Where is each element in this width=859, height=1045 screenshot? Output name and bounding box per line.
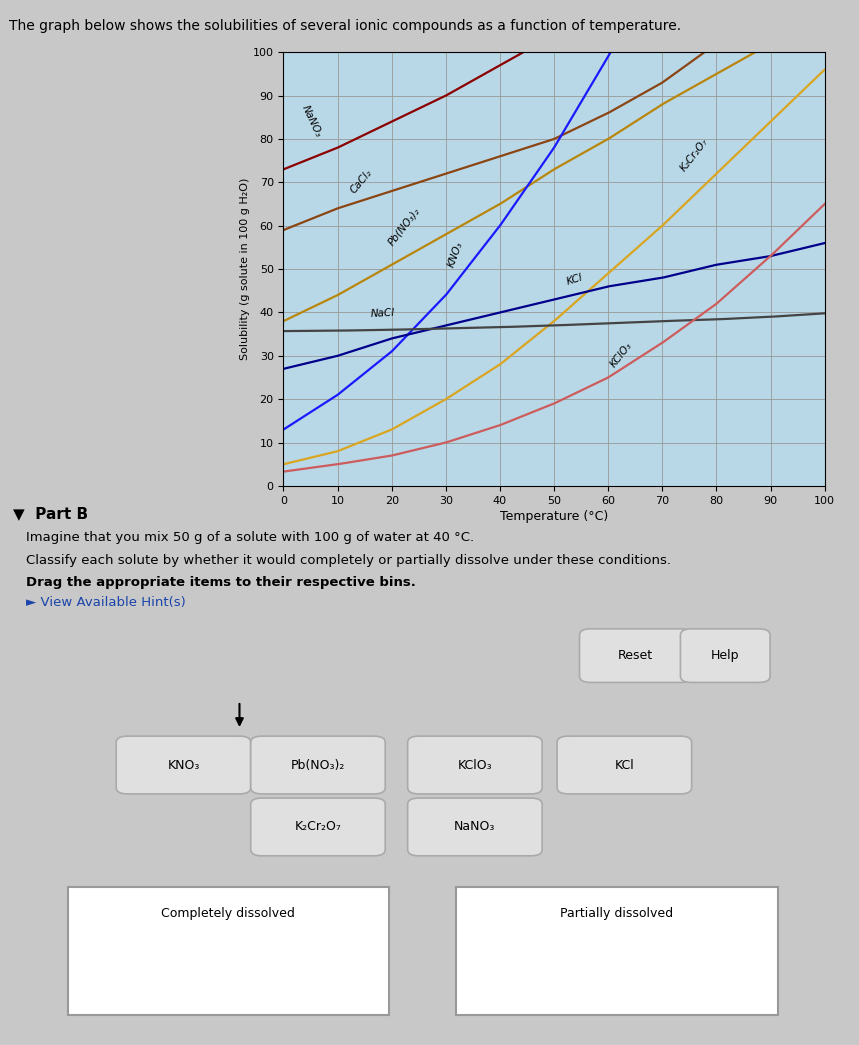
FancyBboxPatch shape — [557, 736, 691, 794]
Y-axis label: Solubility (g solute in 100 g H₂O): Solubility (g solute in 100 g H₂O) — [240, 178, 250, 361]
Text: Help: Help — [711, 649, 740, 663]
Text: Classify each solute by whether it would completely or partially dissolve under : Classify each solute by whether it would… — [26, 554, 671, 566]
Text: Imagine that you mix 50 g of a solute with 100 g of water at 40 °C.: Imagine that you mix 50 g of a solute wi… — [26, 531, 474, 543]
Text: KClO₃: KClO₃ — [608, 340, 634, 369]
Text: Pb(NO₃)₂: Pb(NO₃)₂ — [387, 206, 422, 248]
FancyBboxPatch shape — [251, 736, 385, 794]
Text: Reset: Reset — [618, 649, 653, 663]
Text: NaNO₃: NaNO₃ — [300, 103, 323, 139]
FancyBboxPatch shape — [680, 629, 770, 682]
FancyBboxPatch shape — [408, 798, 542, 856]
Text: K₂Cr₂O₇: K₂Cr₂O₇ — [295, 820, 341, 834]
Text: Completely dissolved: Completely dissolved — [161, 907, 295, 921]
Text: Partially dissolved: Partially dissolved — [560, 907, 673, 921]
Text: ▼  Part B: ▼ Part B — [13, 506, 88, 520]
Text: KCl: KCl — [565, 272, 584, 286]
FancyBboxPatch shape — [251, 798, 385, 856]
Text: KCl: KCl — [614, 759, 634, 771]
Text: Drag the appropriate items to their respective bins.: Drag the appropriate items to their resp… — [26, 576, 416, 588]
Text: KNO₃: KNO₃ — [446, 240, 465, 269]
Text: K₂Cr₂O₇: K₂Cr₂O₇ — [679, 137, 710, 173]
FancyBboxPatch shape — [68, 887, 389, 1015]
Text: CaCl₂: CaCl₂ — [349, 167, 374, 195]
Text: NaNO₃: NaNO₃ — [454, 820, 496, 834]
Text: KNO₃: KNO₃ — [168, 759, 199, 771]
Text: NaCl: NaCl — [370, 307, 395, 319]
FancyBboxPatch shape — [116, 736, 251, 794]
Text: The graph below shows the solubilities of several ionic compounds as a function : The graph below shows the solubilities o… — [9, 19, 680, 32]
X-axis label: Temperature (°C): Temperature (°C) — [500, 510, 608, 522]
FancyBboxPatch shape — [580, 629, 691, 682]
Text: KClO₃: KClO₃ — [458, 759, 492, 771]
Text: ► View Available Hint(s): ► View Available Hint(s) — [26, 596, 186, 608]
FancyBboxPatch shape — [456, 887, 777, 1015]
Text: Pb(NO₃)₂: Pb(NO₃)₂ — [290, 759, 345, 771]
FancyBboxPatch shape — [408, 736, 542, 794]
